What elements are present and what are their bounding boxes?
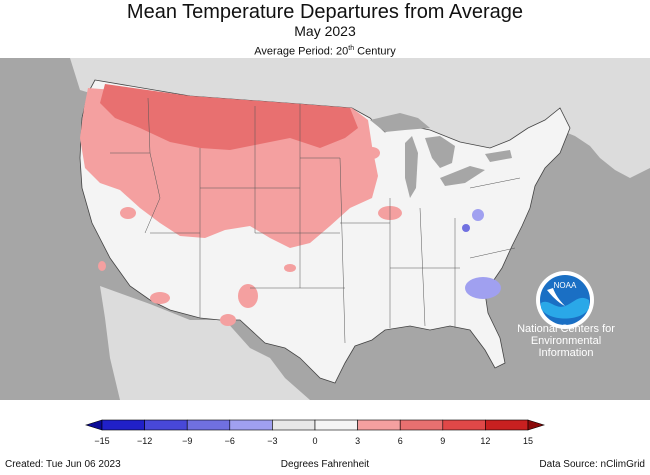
ncei-label: National Centers for Environmental Infor… bbox=[506, 323, 626, 359]
legend-tick-label: 9 bbox=[440, 436, 445, 446]
ncei-line-1: National Centers for bbox=[517, 323, 615, 335]
map-svg bbox=[0, 58, 650, 400]
legend-tick-label: −3 bbox=[267, 436, 277, 446]
great-lakes bbox=[370, 113, 512, 198]
period-superscript: th bbox=[348, 45, 355, 52]
ncei-line-3: Information bbox=[538, 347, 594, 359]
map-subtitle: May 2023 bbox=[294, 23, 356, 39]
legend-tick-label: −9 bbox=[182, 436, 192, 446]
map-title: Mean Temperature Departures from Average bbox=[126, 1, 524, 23]
legend-swatch bbox=[101, 419, 145, 431]
legend-swatch bbox=[399, 419, 444, 431]
legend-swatch bbox=[272, 419, 316, 431]
legend-tick-label: 12 bbox=[480, 436, 490, 446]
legend-tick-label: −15 bbox=[94, 436, 109, 446]
legend-swatch bbox=[229, 419, 273, 431]
legend-swatch bbox=[186, 419, 231, 431]
legend-swatch bbox=[357, 419, 401, 431]
ncei-line-2: Environmental bbox=[530, 335, 602, 347]
average-period: Average Period: 20th Century bbox=[0, 42, 650, 59]
warm-patches bbox=[98, 147, 402, 326]
period-suffix: Century bbox=[354, 45, 396, 58]
legend-swatch bbox=[485, 419, 529, 431]
legend-arrow-low bbox=[84, 419, 103, 431]
legend-unit: Degrees Fahrenheit bbox=[280, 459, 370, 470]
legend-swatch bbox=[314, 419, 358, 431]
temperature-departure-map: NOAA National Centers for Environmental … bbox=[0, 58, 650, 400]
legend-swatch bbox=[442, 419, 486, 431]
warm-region-core bbox=[100, 84, 358, 150]
legend-arrow-high bbox=[527, 419, 546, 431]
mexico-land bbox=[100, 286, 310, 400]
period-prefix: Average Period: 20 bbox=[254, 45, 349, 58]
created-date: Created: Tue Jun 06 2023 bbox=[5, 459, 121, 470]
legend-tick-label: 3 bbox=[355, 436, 360, 446]
noaa-logo: NOAA bbox=[536, 271, 594, 329]
color-legend: −15 −12 −9 −6 −3 0 3 6 9 12 15 bbox=[80, 418, 550, 448]
noaa-badge-text: NOAA bbox=[554, 281, 577, 290]
cool-patches bbox=[462, 209, 501, 299]
legend-tick-label: 0 bbox=[312, 436, 317, 446]
legend-tick-label: 15 bbox=[523, 436, 533, 446]
legend-svg: −15 −12 −9 −6 −3 0 3 6 9 12 15 bbox=[84, 419, 546, 446]
legend-tick-label: −12 bbox=[137, 436, 152, 446]
legend-tick-label: −6 bbox=[225, 436, 235, 446]
data-source: Data Source: nClimGrid bbox=[539, 459, 645, 470]
legend-swatch bbox=[144, 419, 188, 431]
legend-tick-label: 6 bbox=[398, 436, 403, 446]
state-boundaries bbox=[110, 97, 521, 344]
